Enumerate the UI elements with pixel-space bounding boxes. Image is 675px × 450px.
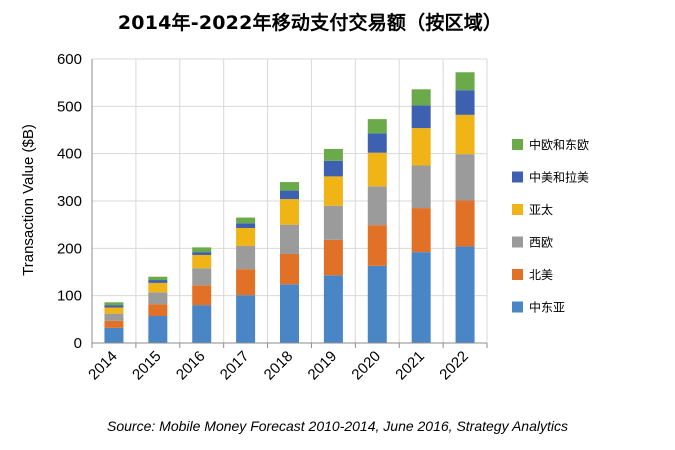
bar-segment — [104, 305, 124, 308]
bar-segment — [411, 252, 431, 343]
source-note: Source: Mobile Money Forecast 2010-2014,… — [107, 418, 568, 434]
bar-segment — [148, 276, 168, 281]
bar-segment — [323, 160, 343, 177]
x-tick-label: 2017 — [217, 348, 253, 384]
y-tick-label: 600 — [57, 51, 82, 68]
bars — [104, 72, 475, 343]
x-tick-label: 2020 — [348, 348, 384, 384]
bar-segment — [192, 268, 212, 286]
legend-label: 中东亚 — [529, 300, 565, 315]
bar-segment — [192, 252, 212, 255]
y-tick-label: 200 — [57, 240, 82, 257]
bar-segment — [367, 152, 387, 187]
bar-segment — [236, 227, 256, 246]
bar-segment — [411, 165, 431, 209]
y-tick-label: 400 — [57, 146, 82, 163]
x-tick-label: 2019 — [305, 348, 341, 384]
chart-title: 2014年-2022年移动支付交易额（按区域） — [117, 12, 503, 34]
bar-segment — [280, 284, 299, 343]
x-tick-label: 2016 — [173, 348, 209, 384]
bar-segment — [411, 89, 431, 106]
x-tick-label: 2014 — [85, 348, 121, 384]
bar-segment — [148, 292, 168, 305]
bar-segment — [323, 239, 343, 276]
bar-segment — [323, 205, 343, 240]
bar-segment — [280, 199, 299, 225]
legend-swatch — [512, 301, 523, 313]
bar-segment — [367, 225, 387, 266]
legend-swatch — [512, 269, 523, 280]
legend-label: 中欧和东欧 — [529, 137, 589, 152]
bar-segment — [192, 285, 212, 306]
bar-segment — [192, 247, 212, 253]
bar-segment — [411, 208, 431, 253]
bar-segment — [455, 246, 475, 343]
bar-segment — [148, 304, 168, 317]
bar-segment — [455, 90, 475, 115]
bar-segment — [455, 200, 475, 247]
bar-segment — [455, 114, 475, 155]
bar-segment — [367, 265, 387, 343]
y-tick-label: 300 — [57, 193, 82, 210]
bar-segment — [411, 128, 431, 166]
legend-label: 亚太 — [529, 202, 553, 217]
bar-segment — [367, 186, 387, 226]
x-tick-label: 2018 — [261, 348, 297, 384]
bar-segment — [104, 302, 124, 306]
bar-segment — [236, 245, 256, 270]
bar-segment — [148, 282, 168, 293]
y-tick-labels: 0 100 200 300 400 500 600 — [57, 51, 82, 352]
bar-segment — [455, 72, 475, 91]
bar-segment — [192, 305, 212, 343]
y-tick-label: 100 — [57, 288, 82, 305]
bar-segment — [236, 217, 256, 224]
bar-segment — [280, 224, 299, 255]
bar-segment — [148, 316, 168, 343]
bar-segment — [323, 275, 343, 343]
bar-segment — [280, 254, 299, 285]
y-axis-title: Transaction Value ($B) — [20, 124, 37, 276]
bar-segment — [192, 254, 212, 269]
legend-swatch — [512, 139, 523, 150]
x-tick-label: 2022 — [436, 348, 472, 384]
bar-segment — [148, 280, 168, 283]
bar-segment — [455, 154, 475, 201]
bar-segment — [280, 190, 299, 200]
legend-label: 中美和拉美 — [529, 170, 589, 185]
bar-segment — [280, 182, 299, 191]
bar-segment — [104, 307, 124, 314]
bar-segment — [367, 133, 387, 153]
legend-swatch — [512, 204, 523, 215]
bar-segment — [236, 269, 256, 296]
bar-segment — [104, 320, 124, 328]
legend-label: 北美 — [529, 268, 553, 282]
bar-segment — [411, 105, 431, 129]
bar-segment — [367, 119, 387, 134]
legend-swatch — [512, 171, 523, 183]
bar-segment — [323, 148, 343, 161]
bar-segment — [236, 295, 256, 343]
bar-segment — [323, 176, 343, 206]
legend-label: 西欧 — [529, 236, 553, 250]
legend-swatch — [512, 236, 523, 248]
axes — [91, 59, 488, 348]
y-tick-label: 500 — [57, 98, 82, 115]
x-tick-labels: 2014 2015 2016 2017 2018 2019 2020 2021 2022 — [85, 348, 472, 384]
bar-segment — [104, 313, 124, 321]
x-tick-label: 2021 — [392, 348, 428, 384]
x-tick-label: 2015 — [129, 348, 165, 384]
y-tick-label: 0 — [74, 335, 82, 352]
bar-segment — [104, 327, 124, 343]
bar-segment — [236, 223, 256, 228]
